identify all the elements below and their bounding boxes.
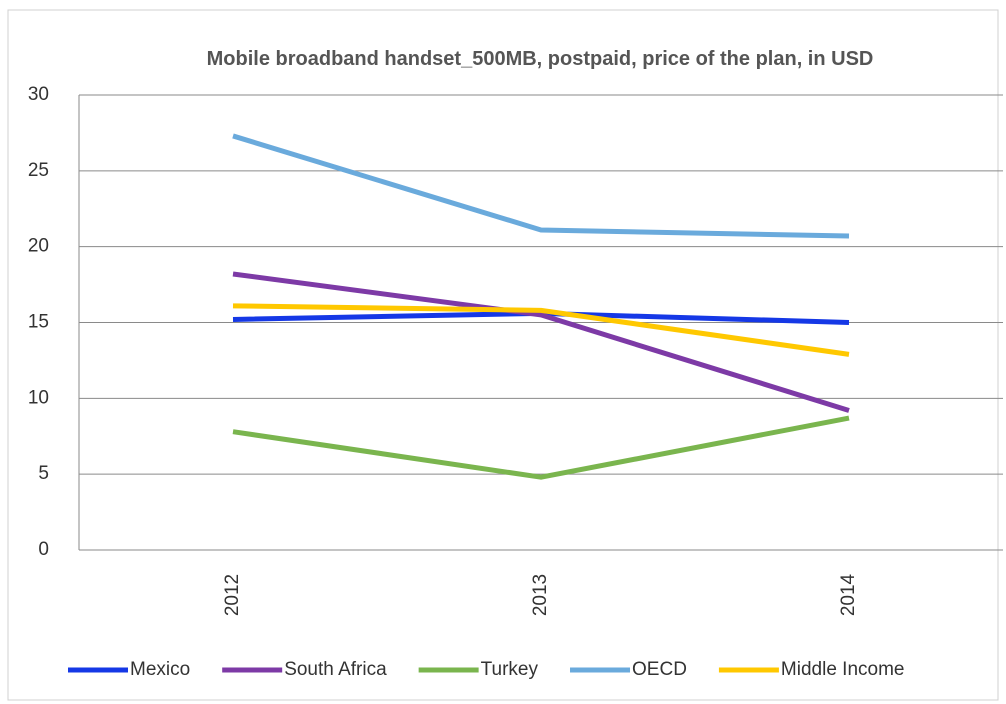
y-tick-label: 30 [28,84,49,105]
series-line [232,271,850,413]
x-tick-label: 2012 [222,574,243,616]
x-tick-label: 2013 [530,574,551,616]
legend-label: South Africa [284,659,387,680]
y-tick-label: 15 [28,312,49,333]
legend-label: OECD [632,659,687,680]
chart-frame [7,9,999,701]
legend-label: Mexico [130,659,190,680]
y-tick-label: 20 [28,236,49,257]
series-line [232,415,850,480]
y-tick-label: 5 [38,463,49,484]
legend-label: Middle Income [781,659,905,680]
series-line [232,133,850,239]
y-tick-label: 0 [38,539,49,560]
chart-title: Mobile broadband handset_500MB, postpaid… [206,48,874,70]
y-tick-label: 10 [28,387,49,408]
legend-label: Turkey [481,659,539,680]
y-tick-label: 25 [28,160,49,181]
series-line [232,303,850,357]
x-tick-label: 2014 [838,573,859,616]
